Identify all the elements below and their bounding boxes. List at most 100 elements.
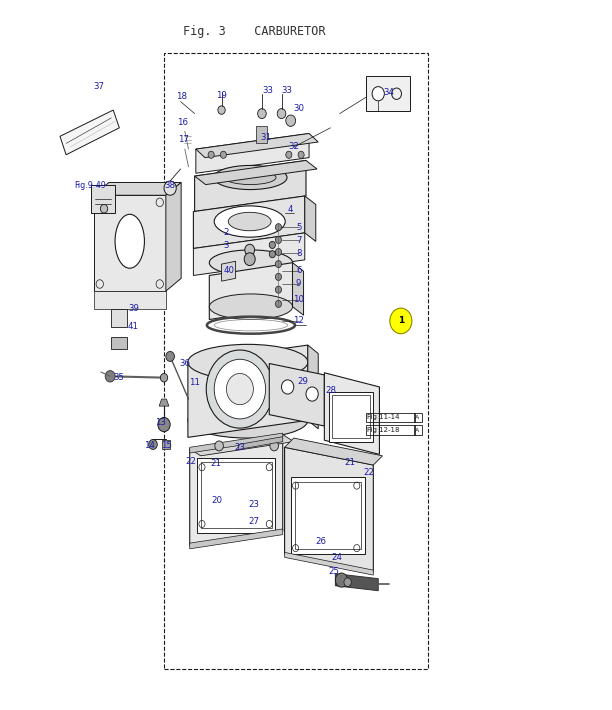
Text: 20: 20: [212, 496, 223, 505]
Polygon shape: [94, 182, 181, 195]
Text: 3: 3: [224, 241, 229, 250]
Text: 24: 24: [331, 553, 342, 562]
Circle shape: [275, 273, 282, 280]
Polygon shape: [285, 438, 382, 465]
Circle shape: [372, 87, 384, 101]
Circle shape: [218, 106, 225, 114]
Polygon shape: [193, 196, 305, 248]
Polygon shape: [195, 160, 306, 212]
Bar: [164, 53, 428, 669]
Circle shape: [100, 204, 108, 213]
Text: 31: 31: [260, 133, 271, 141]
Text: 14: 14: [144, 442, 155, 450]
Ellipse shape: [209, 294, 293, 320]
Polygon shape: [196, 133, 318, 158]
Bar: [332, 395, 370, 438]
Text: A: A: [416, 427, 419, 433]
Text: 35: 35: [114, 373, 125, 382]
Circle shape: [245, 244, 255, 256]
Polygon shape: [324, 373, 379, 454]
Ellipse shape: [228, 212, 271, 231]
Bar: [201, 462, 272, 528]
Text: 6: 6: [296, 266, 301, 275]
Circle shape: [160, 373, 168, 382]
Bar: [295, 482, 361, 549]
Ellipse shape: [188, 403, 308, 438]
Circle shape: [244, 253, 255, 266]
Circle shape: [286, 151, 292, 158]
Circle shape: [166, 351, 174, 361]
Text: 27: 27: [248, 518, 259, 526]
Circle shape: [270, 441, 278, 451]
Ellipse shape: [115, 214, 144, 268]
Circle shape: [206, 350, 274, 428]
Text: 33: 33: [281, 86, 292, 94]
Text: 11: 11: [189, 378, 200, 387]
Text: 39: 39: [128, 305, 139, 313]
Circle shape: [344, 578, 351, 586]
Text: 29: 29: [297, 378, 308, 386]
Circle shape: [105, 371, 115, 382]
Polygon shape: [285, 552, 373, 575]
Circle shape: [275, 236, 282, 244]
Text: 10: 10: [293, 295, 304, 304]
Polygon shape: [285, 447, 373, 572]
Polygon shape: [190, 433, 283, 453]
Text: 19: 19: [216, 91, 227, 99]
Circle shape: [164, 181, 176, 195]
Circle shape: [275, 286, 282, 293]
Text: Fig.9-49: Fig.9-49: [75, 181, 106, 190]
Circle shape: [298, 151, 304, 158]
Polygon shape: [195, 160, 317, 185]
Text: 21: 21: [345, 459, 356, 467]
Circle shape: [208, 151, 214, 158]
Text: Fig. 3    CARBURETOR: Fig. 3 CARBURETOR: [183, 25, 325, 38]
Polygon shape: [94, 291, 166, 309]
Text: 25: 25: [328, 567, 339, 576]
Text: 32: 32: [288, 143, 299, 151]
Bar: [111, 309, 127, 327]
Circle shape: [335, 573, 348, 587]
Circle shape: [390, 308, 412, 334]
Text: 18: 18: [176, 92, 187, 101]
Text: 1: 1: [398, 317, 404, 325]
Text: 23: 23: [234, 443, 245, 452]
Text: 17: 17: [178, 136, 189, 144]
Circle shape: [277, 109, 286, 119]
Polygon shape: [162, 440, 170, 449]
Bar: [291, 477, 365, 554]
Text: 41: 41: [128, 322, 139, 331]
Bar: [366, 425, 415, 435]
Polygon shape: [190, 435, 294, 456]
Polygon shape: [293, 263, 304, 315]
Circle shape: [275, 261, 282, 268]
Ellipse shape: [188, 344, 308, 380]
Circle shape: [275, 248, 282, 256]
Ellipse shape: [225, 170, 276, 185]
Polygon shape: [209, 263, 293, 320]
Circle shape: [158, 417, 170, 432]
Text: 8: 8: [296, 249, 301, 258]
Circle shape: [275, 300, 282, 307]
Bar: [111, 337, 127, 349]
Text: 38: 38: [165, 181, 176, 190]
Circle shape: [220, 151, 226, 158]
Circle shape: [215, 441, 223, 451]
Ellipse shape: [214, 206, 285, 237]
Polygon shape: [193, 233, 305, 275]
Text: 36: 36: [179, 359, 190, 368]
Bar: [197, 458, 275, 532]
Circle shape: [269, 241, 275, 248]
Bar: [366, 76, 410, 111]
Circle shape: [286, 115, 296, 126]
Text: 21: 21: [210, 459, 221, 468]
Polygon shape: [305, 196, 316, 241]
Text: 28: 28: [325, 386, 336, 395]
Polygon shape: [335, 574, 378, 591]
Text: 34: 34: [384, 88, 395, 97]
Text: 15: 15: [161, 442, 172, 450]
Text: 5: 5: [296, 223, 301, 231]
Text: 7: 7: [296, 236, 301, 245]
Polygon shape: [222, 261, 236, 281]
Text: 4: 4: [288, 205, 293, 214]
